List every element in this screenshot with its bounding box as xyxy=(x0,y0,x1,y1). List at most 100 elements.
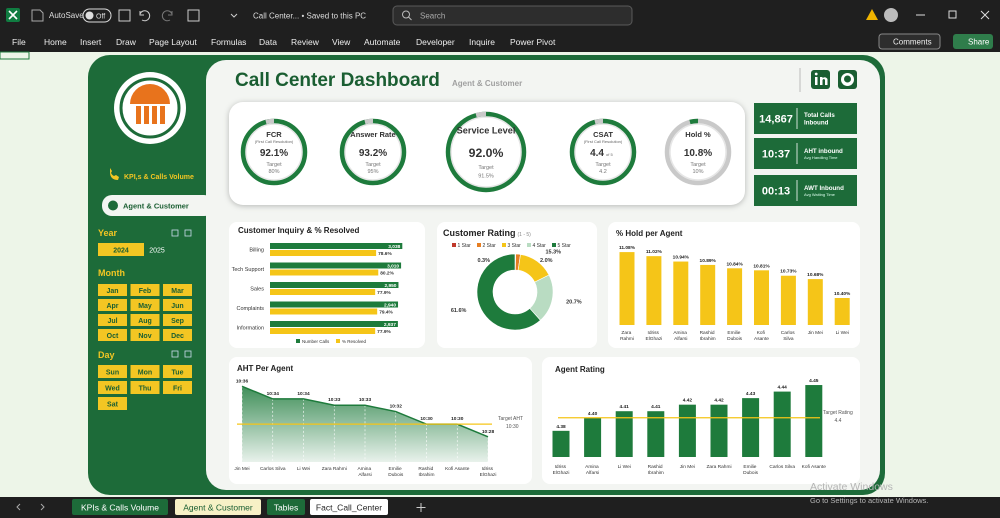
sheet-tab-label[interactable]: KPIs & Calls Volume xyxy=(81,503,159,513)
slicer-item[interactable] xyxy=(163,299,192,311)
save-icon[interactable] xyxy=(118,9,131,22)
tab-scroll-left[interactable] xyxy=(16,503,21,511)
slicer-item-label[interactable]: Jun xyxy=(171,303,183,310)
logo-arc xyxy=(130,84,170,104)
data-label: 10.89% xyxy=(700,258,717,264)
ribbon-tab[interactable]: Developer xyxy=(416,37,455,47)
slicer-item[interactable] xyxy=(98,284,127,296)
restore[interactable] xyxy=(948,10,957,19)
comments-button[interactable] xyxy=(878,33,941,50)
slicer-item[interactable] xyxy=(163,329,192,341)
nav-link[interactable]: KPI,s & Calls Volume xyxy=(124,174,194,181)
sheet-tab[interactable] xyxy=(267,499,305,515)
autosave-toggle[interactable] xyxy=(82,8,112,23)
slicer-item[interactable] xyxy=(130,314,160,326)
slicer-item-label[interactable]: Jan xyxy=(106,288,118,295)
redo-icon[interactable] xyxy=(161,10,173,22)
qat-more[interactable] xyxy=(230,13,238,18)
slicer-item[interactable] xyxy=(163,314,192,326)
slicer-item[interactable] xyxy=(130,381,160,394)
slicer-item-label[interactable]: Tue xyxy=(172,370,184,377)
search-placeholder[interactable]: Search xyxy=(420,12,445,21)
slicer-item[interactable] xyxy=(98,365,127,378)
ribbon-tab[interactable]: Formulas xyxy=(211,37,246,47)
slicer-item-label[interactable]: Aug xyxy=(138,318,152,325)
ribbon-tab[interactable]: Automate xyxy=(364,37,401,47)
sheet-tab-label[interactable]: Tables xyxy=(274,503,299,513)
slicer-item-label[interactable]: Wed xyxy=(105,386,120,393)
slicer-item[interactable] xyxy=(98,314,127,326)
sheet-tab[interactable] xyxy=(175,499,261,515)
ribbon-tab[interactable]: View xyxy=(332,37,351,47)
comments-label[interactable]: Comments xyxy=(893,38,932,47)
slicer-item[interactable] xyxy=(163,365,192,378)
kpi-name: Answer Rate xyxy=(350,130,395,139)
undo-icon[interactable] xyxy=(139,10,151,22)
nav-active[interactable] xyxy=(102,195,214,216)
slicer-item[interactable] xyxy=(130,299,160,311)
slicer-item[interactable] xyxy=(130,329,160,341)
sheet-tab[interactable] xyxy=(310,499,388,515)
ribbon-tab[interactable]: Data xyxy=(259,37,277,47)
slicer-item-label[interactable]: 2025 xyxy=(149,248,165,255)
slicer-item-label[interactable]: Sep xyxy=(171,318,184,325)
ribbon-tab[interactable]: Review xyxy=(291,37,320,47)
close[interactable] xyxy=(980,10,990,20)
kpi-target-label: Target xyxy=(266,162,282,168)
slicer-item[interactable] xyxy=(98,329,127,341)
form-icon[interactable] xyxy=(187,9,200,22)
slicer-item-label[interactable]: Oct xyxy=(107,333,119,340)
slicer-item[interactable] xyxy=(98,243,144,256)
slicer-item-label[interactable]: Sun xyxy=(106,370,119,377)
ribbon-tab[interactable]: Power Pivot xyxy=(510,37,556,47)
slicer-item[interactable] xyxy=(163,381,192,394)
slicer-icon[interactable] xyxy=(171,350,179,358)
nav-link[interactable]: Agent & Customer xyxy=(123,202,189,211)
slicer-item[interactable] xyxy=(98,381,127,394)
slicer-item[interactable] xyxy=(98,299,127,311)
slicer-item-label[interactable]: May xyxy=(138,303,152,310)
share-label[interactable]: Share xyxy=(968,38,990,47)
slicer-item-label[interactable]: Jul xyxy=(107,318,117,325)
chart-title: Agent Rating xyxy=(555,365,605,374)
slicer-icon[interactable] xyxy=(184,229,192,237)
slicer-item-label[interactable]: 2024 xyxy=(113,248,129,255)
ribbon-tab[interactable]: File xyxy=(12,37,26,47)
sheet-tab-label[interactable]: Fact_Call_Center xyxy=(316,503,382,513)
ribbon-tab[interactable]: Draw xyxy=(116,37,137,47)
slicer-icon[interactable] xyxy=(184,350,192,358)
ribbon-tab[interactable]: Inquire xyxy=(469,37,495,47)
avatar[interactable] xyxy=(884,8,898,22)
sheet-tab[interactable] xyxy=(72,499,168,515)
slicer-item[interactable] xyxy=(130,365,160,378)
slicer-item-label[interactable]: Mar xyxy=(171,288,184,295)
legend-label: % Resolved xyxy=(342,339,367,344)
slicer-item-label[interactable]: Apr xyxy=(106,303,118,310)
slicer-item[interactable] xyxy=(163,284,192,296)
slicer-item-label[interactable]: Mon xyxy=(138,370,152,377)
ribbon-tab[interactable]: Insert xyxy=(80,37,102,47)
sheet-tab-label[interactable]: Agent & Customer xyxy=(183,503,253,513)
tab-scroll-right[interactable] xyxy=(40,503,45,511)
ribbon-tab[interactable]: Page Layout xyxy=(149,37,197,47)
bar xyxy=(678,404,696,457)
slicer-icon[interactable] xyxy=(171,229,179,237)
share-button[interactable] xyxy=(953,34,993,49)
legend-label: 1 Star xyxy=(458,243,472,249)
data-label: 10:28 xyxy=(482,429,495,435)
slicer-item-label[interactable]: Dec xyxy=(171,333,184,340)
data-label: 10.73% xyxy=(780,269,797,275)
slicer-item-label[interactable]: Thu xyxy=(139,386,152,393)
slicer-item-label[interactable]: Sat xyxy=(107,402,119,409)
add-sheet[interactable] xyxy=(416,503,426,512)
search-box[interactable] xyxy=(392,5,633,26)
slicer-item[interactable] xyxy=(130,284,160,296)
file-title[interactable]: Call Center... • Saved to this PC xyxy=(253,12,366,21)
slicer-item-label[interactable]: Nov xyxy=(138,333,151,340)
slicer-item[interactable] xyxy=(98,397,127,410)
ribbon-tab[interactable]: Home xyxy=(44,37,67,47)
slicer-item-label[interactable]: Fri xyxy=(173,386,182,393)
slicer-item-label[interactable]: Feb xyxy=(139,288,151,295)
card-value: 14,867 xyxy=(759,114,793,126)
gauge-cap xyxy=(265,118,275,125)
